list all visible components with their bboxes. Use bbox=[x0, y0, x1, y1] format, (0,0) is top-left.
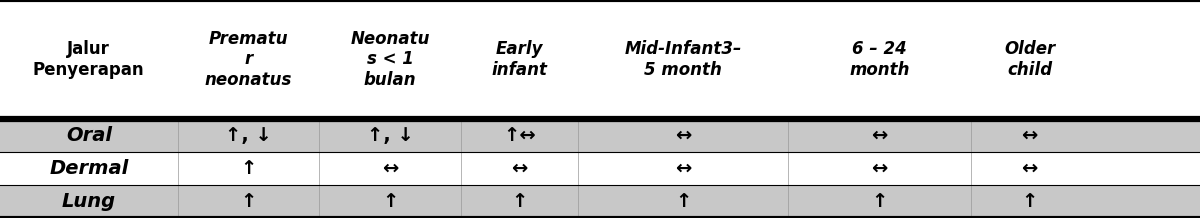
Bar bbox=[0, 0, 1200, 119]
Text: ↑: ↑ bbox=[240, 192, 257, 211]
Text: ↔: ↔ bbox=[1021, 159, 1038, 178]
Text: Oral: Oral bbox=[66, 126, 112, 145]
Text: Early
infant: Early infant bbox=[492, 40, 547, 79]
Text: ↑: ↑ bbox=[676, 192, 691, 211]
Text: ↔: ↔ bbox=[382, 159, 398, 178]
Text: Older
child: Older child bbox=[1004, 40, 1055, 79]
Text: Prematu
r
neonatus: Prematu r neonatus bbox=[205, 30, 292, 89]
Text: Jalur
Penyerapan: Jalur Penyerapan bbox=[32, 40, 145, 79]
Text: ↑, ↓: ↑, ↓ bbox=[366, 126, 414, 145]
Text: ↑: ↑ bbox=[240, 159, 257, 178]
Text: ↑: ↑ bbox=[871, 192, 888, 211]
Bar bbox=[0, 152, 1200, 185]
Text: ↑, ↓: ↑, ↓ bbox=[224, 126, 272, 145]
Text: ↑: ↑ bbox=[382, 192, 398, 211]
Text: Dermal: Dermal bbox=[49, 159, 128, 178]
Text: Mid-Infant3–
5 month: Mid-Infant3– 5 month bbox=[625, 40, 742, 79]
Text: ↔: ↔ bbox=[871, 159, 888, 178]
Bar bbox=[0, 185, 1200, 218]
Text: ↔: ↔ bbox=[871, 126, 888, 145]
Text: 6 – 24
month: 6 – 24 month bbox=[850, 40, 910, 79]
Text: ↑↔: ↑↔ bbox=[503, 126, 536, 145]
Text: ↔: ↔ bbox=[676, 126, 691, 145]
Text: ↔: ↔ bbox=[676, 159, 691, 178]
Text: ↑: ↑ bbox=[511, 192, 528, 211]
Text: Neonatu
s < 1
bulan: Neonatu s < 1 bulan bbox=[350, 30, 430, 89]
Text: ↔: ↔ bbox=[1021, 126, 1038, 145]
Text: ↑: ↑ bbox=[1021, 192, 1038, 211]
Text: ↔: ↔ bbox=[511, 159, 528, 178]
Bar bbox=[0, 119, 1200, 152]
Text: Lung: Lung bbox=[61, 192, 116, 211]
